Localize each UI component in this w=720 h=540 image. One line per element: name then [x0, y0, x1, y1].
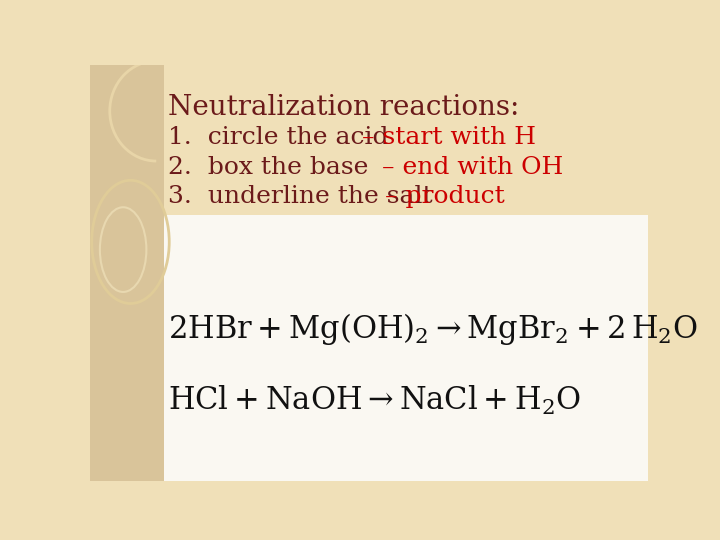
Bar [90, 65, 163, 481]
Text: 2.  box the base: 2. box the base [168, 156, 368, 179]
Text: 3.  underline the salt: 3. underline the salt [168, 185, 432, 208]
Text: – start with H: – start with H [346, 126, 536, 150]
Text: 1.  circle the acid: 1. circle the acid [168, 126, 388, 150]
Text: – end with OH: – end with OH [326, 156, 564, 179]
Bar [163, 215, 648, 481]
Text: – product: – product [369, 185, 505, 208]
Text: $\mathregular{HCl + NaOH \rightarrow NaCl + H_2O}$: $\mathregular{HCl + NaOH \rightarrow NaC… [168, 384, 580, 417]
Text: $\mathregular{2HBr + Mg(OH)_2 \rightarrow MgBr_2 + 2\,H_2O}$: $\mathregular{2HBr + Mg(OH)_2 \rightarro… [168, 311, 697, 347]
Text: Neutralization reactions:: Neutralization reactions: [168, 94, 519, 121]
